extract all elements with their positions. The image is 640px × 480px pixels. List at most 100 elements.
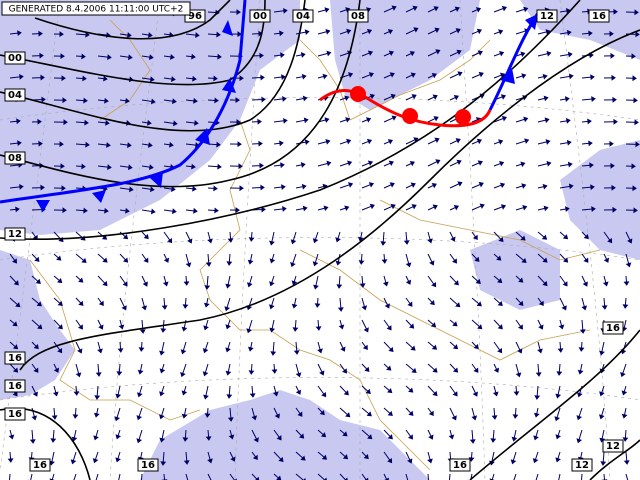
wind-arrow bbox=[512, 407, 519, 419]
isobar-label: 16 bbox=[4, 379, 26, 393]
wind-arrow bbox=[577, 363, 584, 375]
isobar bbox=[19, 29, 640, 371]
wind-arrow bbox=[180, 363, 187, 378]
wind-arrow bbox=[224, 297, 231, 312]
wind-arrow bbox=[515, 51, 526, 58]
wind-arrow bbox=[336, 275, 343, 289]
wind-arrow bbox=[471, 138, 483, 145]
label-box bbox=[292, 9, 314, 23]
wind-arrow bbox=[295, 73, 307, 80]
wind-arrow bbox=[27, 473, 33, 480]
generated-text: GENERATED 8.4.2006 11:11:00 UTC+2 bbox=[9, 5, 184, 15]
wind-arrow bbox=[290, 231, 297, 245]
wind-arrow bbox=[599, 341, 605, 356]
wind-arrow bbox=[405, 429, 413, 440]
label-box bbox=[449, 458, 471, 472]
wind-arrow bbox=[52, 385, 59, 397]
wind-arrow bbox=[273, 184, 286, 191]
wind-arrow bbox=[229, 9, 241, 16]
wind-arrow bbox=[622, 297, 629, 309]
wind-arrow bbox=[295, 52, 306, 58]
wind-arrow bbox=[492, 385, 499, 397]
wind-arrow bbox=[97, 275, 108, 287]
shaded-area bbox=[330, 0, 480, 110]
label-box bbox=[4, 51, 26, 65]
wind-arrow bbox=[471, 297, 482, 307]
label-box bbox=[4, 151, 26, 165]
wind-arrow bbox=[427, 253, 435, 266]
wind-arrow bbox=[251, 429, 259, 443]
wind-arrow bbox=[53, 185, 66, 192]
wind-arrow bbox=[207, 207, 219, 214]
wind-arrow bbox=[339, 117, 351, 123]
wind-arrow bbox=[295, 95, 308, 102]
front-semicircle bbox=[350, 86, 366, 102]
wind-arrow bbox=[625, 75, 637, 82]
wind-arrow bbox=[603, 96, 617, 103]
warm-front-line bbox=[319, 89, 492, 128]
wind-arrow bbox=[49, 451, 55, 466]
wind-arrow bbox=[53, 207, 67, 214]
wind-arrow bbox=[7, 451, 14, 463]
wind-arrow bbox=[94, 385, 101, 400]
wind-arrow bbox=[493, 182, 506, 189]
wind-arrow bbox=[9, 206, 20, 213]
wind-arrow bbox=[97, 253, 108, 263]
wind-arrow bbox=[9, 341, 19, 350]
wind-arrow bbox=[361, 160, 374, 167]
wind-arrow bbox=[405, 94, 417, 101]
wind-arrow bbox=[471, 181, 484, 189]
wind-arrow bbox=[229, 119, 241, 126]
wind-arrow bbox=[625, 473, 629, 480]
wind-arrow bbox=[31, 363, 39, 373]
wind-arrow bbox=[295, 363, 302, 378]
isobar-label: 16 bbox=[29, 458, 51, 472]
wind-arrow bbox=[383, 429, 393, 440]
wind-arrow bbox=[515, 138, 530, 145]
wind-arrow bbox=[183, 451, 190, 465]
wind-arrow bbox=[471, 160, 483, 167]
wind-arrow bbox=[515, 6, 529, 13]
wind-arrow bbox=[141, 231, 149, 240]
isobar-label: 16 bbox=[449, 458, 471, 472]
wind-arrow bbox=[229, 451, 236, 462]
wind-arrow bbox=[295, 117, 309, 124]
wind-arrow bbox=[448, 473, 451, 480]
label-box bbox=[347, 9, 369, 23]
wind-arrow bbox=[273, 74, 286, 81]
wind-arrow bbox=[185, 97, 198, 104]
isobar bbox=[0, 0, 266, 86]
wind-arrow bbox=[581, 297, 588, 311]
wind-arrow bbox=[625, 141, 640, 148]
wind-arrow bbox=[405, 407, 414, 416]
wind-arrow bbox=[383, 451, 393, 464]
wind-arrow bbox=[317, 73, 328, 80]
wind-arrow bbox=[576, 429, 583, 444]
wind-arrow bbox=[534, 385, 541, 400]
wind-arrow bbox=[625, 231, 633, 244]
wind-arrow bbox=[185, 163, 196, 170]
wind-arrow bbox=[317, 407, 325, 416]
wind-arrow bbox=[159, 363, 166, 374]
wind-arrow bbox=[339, 341, 346, 352]
wind-arrow bbox=[559, 139, 572, 146]
wind-arrow bbox=[405, 137, 419, 145]
wind-arrow bbox=[471, 341, 479, 350]
wind-arrow bbox=[623, 451, 630, 465]
wind-arrow bbox=[312, 231, 319, 244]
wind-arrow bbox=[555, 385, 562, 399]
wind-arrow bbox=[427, 6, 439, 13]
wind-arrow bbox=[471, 385, 478, 397]
label-box bbox=[4, 407, 26, 421]
wind-arrow bbox=[449, 275, 459, 286]
wind-arrow bbox=[207, 185, 218, 192]
wind-arrow bbox=[295, 451, 306, 461]
wind-arrow bbox=[75, 97, 88, 104]
isobar-label: 04 bbox=[4, 88, 26, 102]
wind-arrow bbox=[383, 341, 394, 353]
wind-arrow bbox=[471, 319, 483, 330]
wind-arrow bbox=[361, 451, 369, 460]
warm-front bbox=[319, 86, 492, 128]
wind-arrow bbox=[559, 297, 567, 311]
